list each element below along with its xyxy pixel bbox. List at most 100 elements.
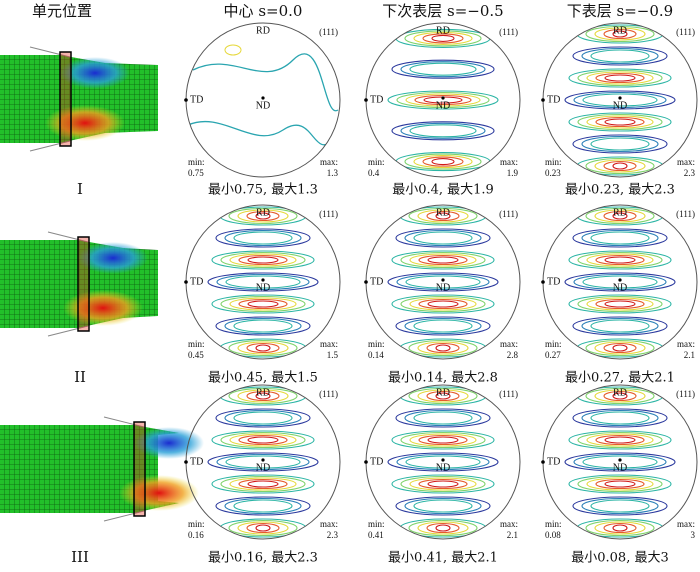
contour <box>408 339 478 357</box>
contour <box>612 162 628 170</box>
contour <box>604 256 636 264</box>
contour <box>586 253 654 267</box>
contour <box>426 210 460 222</box>
pole-figure: RD TD ND (111) min:0.75 max:1.3 <box>184 22 341 178</box>
contour <box>604 74 636 82</box>
max-value: 2.3 <box>684 168 696 178</box>
nd-label: ND <box>436 462 450 473</box>
contour <box>590 411 650 425</box>
td-dot <box>184 460 188 464</box>
contour <box>400 251 486 269</box>
min-label: min: <box>545 339 562 349</box>
min-label: min: <box>545 157 562 167</box>
contour <box>418 434 468 446</box>
caption: 最小0.4, 最大1.9 <box>392 183 494 198</box>
min-label: min: <box>368 519 385 529</box>
nd-dot <box>441 458 445 462</box>
contour <box>577 69 663 87</box>
contour <box>418 254 468 266</box>
caption: 最小0.27, 最大2.1 <box>565 371 675 386</box>
contour <box>228 339 298 357</box>
contour <box>387 452 499 472</box>
min-value: 0.4 <box>368 168 380 178</box>
max-label: max: <box>500 157 518 167</box>
row-label: III <box>71 548 89 566</box>
contour <box>255 524 271 532</box>
contour <box>568 294 672 314</box>
rd-label: RD <box>256 387 270 398</box>
plane-label: (111) <box>676 27 695 37</box>
contour <box>395 496 491 516</box>
min-value: 0.75 <box>188 168 204 178</box>
plane-label: (111) <box>499 389 518 399</box>
rd-label: RD <box>613 207 627 218</box>
nd-dot <box>618 96 622 100</box>
contour <box>586 297 654 311</box>
stress-blue <box>60 57 130 89</box>
contours <box>564 386 676 538</box>
contour <box>404 497 482 515</box>
contour <box>413 31 473 45</box>
min-label: min: <box>188 519 205 529</box>
max-value: 1.5 <box>327 350 339 360</box>
contour <box>426 390 460 402</box>
contour <box>408 519 478 537</box>
pole-figure: RD TD ND (111) min:0.41 max:2.1 <box>364 384 521 540</box>
min-label: min: <box>188 157 205 167</box>
contour <box>228 519 298 537</box>
contour <box>211 294 315 314</box>
contour <box>211 250 315 270</box>
contour <box>255 392 271 400</box>
contour <box>594 209 646 223</box>
contour <box>435 524 451 532</box>
contour <box>224 497 302 515</box>
contour <box>427 300 459 308</box>
contour <box>581 409 659 427</box>
contour <box>237 521 289 535</box>
contour <box>216 453 310 471</box>
contour <box>573 273 667 291</box>
contour <box>215 316 311 336</box>
contour <box>246 522 280 534</box>
caption: 最小0.75, 最大1.3 <box>208 183 318 198</box>
rd-label: RD <box>436 387 450 398</box>
contour <box>224 44 242 56</box>
contour <box>568 112 672 132</box>
contour <box>238 298 288 310</box>
rd-label: RD <box>436 25 450 36</box>
max-label: max: <box>500 519 518 529</box>
contour <box>417 389 469 403</box>
min-value: 0.27 <box>545 350 561 360</box>
nd-label: ND <box>256 462 270 473</box>
contour <box>577 431 663 449</box>
contour <box>581 317 659 335</box>
contour <box>594 341 646 355</box>
nd-label: ND <box>613 100 627 111</box>
contour <box>215 228 311 248</box>
contour <box>572 316 668 336</box>
min-value: 0.41 <box>368 530 384 540</box>
contour <box>582 275 658 289</box>
max-value: 2.8 <box>507 350 519 360</box>
contour <box>238 254 288 266</box>
max-value: 2.1 <box>507 530 518 540</box>
element-box <box>133 421 146 517</box>
contour <box>595 434 645 446</box>
max-label: max: <box>677 157 695 167</box>
contour <box>187 120 334 146</box>
nd-label: ND <box>256 100 270 111</box>
nd-label: ND <box>613 282 627 293</box>
contour <box>435 392 451 400</box>
element-box <box>77 236 90 332</box>
contour <box>413 155 473 169</box>
contour <box>594 389 646 403</box>
contour <box>211 430 315 450</box>
caption: 最小0.14, 最大2.8 <box>388 371 498 386</box>
caption: 最小0.23, 最大2.3 <box>565 183 675 198</box>
contour <box>220 295 306 313</box>
min-value: 0.08 <box>545 530 561 540</box>
plane-label: (111) <box>676 209 695 219</box>
td-dot <box>184 98 188 102</box>
contour <box>246 342 280 354</box>
